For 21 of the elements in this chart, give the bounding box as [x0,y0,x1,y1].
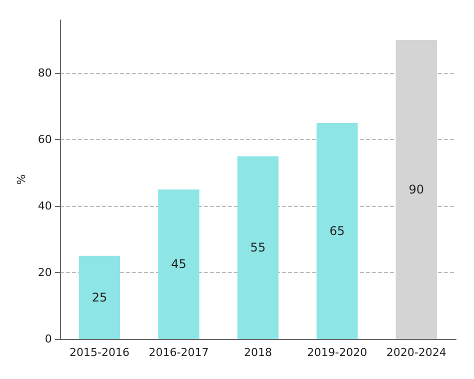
bar [396,40,437,339]
x-tick-label: 2020-2024 [386,346,446,359]
data-label: 65 [330,224,345,238]
x-tick-label: 2015-2016 [70,346,130,359]
data-label: 90 [408,182,424,196]
data-label: 55 [250,240,266,255]
y-tick-label: 60 [38,133,52,146]
y-tick-label: 80 [38,66,52,80]
data-label: 45 [171,257,186,272]
y-tick-label: 20 [38,266,52,280]
bar [316,123,358,339]
y-tick-label: 40 [38,200,52,213]
y-tick-label: 0 [44,332,52,346]
x-tick-label: 2018 [244,346,272,359]
bar [78,256,120,339]
y-axis-title: % [15,174,28,185]
bar [237,156,279,339]
data-label: 25 [92,290,108,304]
x-tick-label: 2019-2020 [307,346,368,359]
x-tick-label: 2016-2017 [148,346,209,359]
bar [158,189,200,339]
